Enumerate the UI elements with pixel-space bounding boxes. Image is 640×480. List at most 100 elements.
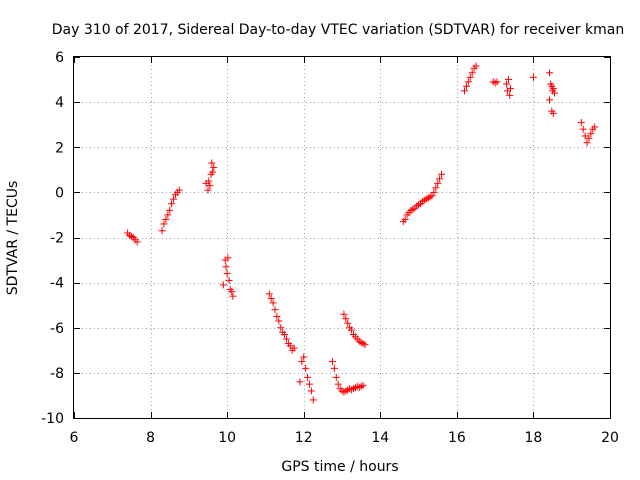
data-point <box>581 132 589 140</box>
data-point <box>210 164 218 172</box>
x-tick-label: 16 <box>448 430 466 446</box>
data-point <box>204 186 212 194</box>
data-point <box>361 341 369 349</box>
y-tick-label: 6 <box>55 50 64 66</box>
data-point <box>529 73 537 81</box>
chart-title: Day 310 of 2017, Sidereal Day-to-day VTE… <box>52 22 624 38</box>
data-point <box>307 387 315 395</box>
data-point <box>225 276 233 284</box>
data-point <box>330 364 338 372</box>
plot-frame <box>73 56 611 419</box>
axis-ticks <box>74 57 611 419</box>
data-point <box>328 358 336 366</box>
data-point <box>209 168 217 176</box>
y-tick-label: -8 <box>50 366 64 382</box>
x-tick-label: 6 <box>70 430 79 446</box>
data-point <box>466 73 474 81</box>
y-tick-label: 4 <box>55 95 64 111</box>
data-point <box>223 270 231 278</box>
y-axis-label: SDTVAR / TECUs <box>5 181 21 296</box>
data-point <box>164 211 172 219</box>
data-point <box>222 263 230 271</box>
x-tick-label: 8 <box>146 430 155 446</box>
data-point <box>296 378 304 386</box>
data-point <box>503 80 511 88</box>
x-tick-label: 18 <box>525 430 543 446</box>
data-point <box>359 381 367 389</box>
data-point <box>158 227 166 235</box>
data-point <box>550 89 558 97</box>
data-point <box>219 281 227 289</box>
data-point <box>546 96 554 104</box>
y-tick-label: -2 <box>50 231 64 247</box>
data-point <box>224 254 232 262</box>
data-point <box>286 342 294 350</box>
data-point <box>577 118 585 126</box>
data-point <box>409 205 417 213</box>
x-tick-label: 10 <box>218 430 236 446</box>
x-tick-label: 14 <box>371 430 389 446</box>
data-point <box>344 319 352 327</box>
data-point <box>415 201 423 209</box>
data-point <box>587 130 595 138</box>
y-tick-label: -10 <box>41 411 64 427</box>
grid <box>74 57 610 418</box>
y-tick-label: -4 <box>50 276 64 292</box>
data-point <box>175 186 183 194</box>
data-point <box>461 87 469 95</box>
data-point <box>462 82 470 90</box>
data-point <box>546 69 554 77</box>
x-tick-label: 12 <box>295 430 313 446</box>
data-point <box>579 125 587 133</box>
data-point <box>168 200 176 208</box>
data-point <box>127 232 135 240</box>
data-point <box>267 294 275 302</box>
x-tick-labels: 6 8 10 12 14 16 18 20 <box>70 430 619 446</box>
data-point <box>583 139 591 147</box>
data-point <box>290 344 298 352</box>
data-point <box>282 335 290 343</box>
data-point <box>273 312 281 320</box>
x-axis-label: GPS time / hours <box>281 459 398 475</box>
data-points <box>124 62 599 404</box>
data-point <box>591 123 599 131</box>
data-point <box>304 373 312 381</box>
data-point <box>472 62 480 70</box>
data-point <box>277 324 285 332</box>
data-point <box>208 159 216 167</box>
y-tick-label: -6 <box>50 321 64 337</box>
data-point <box>464 78 472 86</box>
data-point <box>401 215 409 223</box>
data-point <box>170 195 178 203</box>
data-point <box>160 220 168 228</box>
data-point <box>265 290 273 298</box>
data-point <box>506 85 514 93</box>
data-point <box>585 134 593 142</box>
data-point <box>436 175 444 183</box>
data-point <box>332 373 340 381</box>
data-point <box>205 177 213 185</box>
data-point <box>434 179 442 187</box>
data-point <box>305 380 313 388</box>
data-point <box>166 206 174 214</box>
y-tick-label: 0 <box>55 185 64 201</box>
data-point <box>549 109 557 117</box>
data-point <box>228 288 236 296</box>
data-point <box>506 91 514 99</box>
data-point <box>133 238 141 246</box>
data-point <box>269 299 277 307</box>
data-point <box>298 358 306 366</box>
data-point <box>432 184 440 192</box>
data-point <box>357 382 365 390</box>
data-point <box>348 326 356 334</box>
data-point <box>340 310 348 318</box>
data-point <box>302 364 310 372</box>
data-point <box>334 380 342 388</box>
data-point <box>438 170 446 178</box>
data-point <box>300 353 308 361</box>
data-point <box>342 315 350 323</box>
data-point <box>430 188 438 196</box>
y-tick-label: 2 <box>55 140 64 156</box>
data-point <box>281 331 289 339</box>
